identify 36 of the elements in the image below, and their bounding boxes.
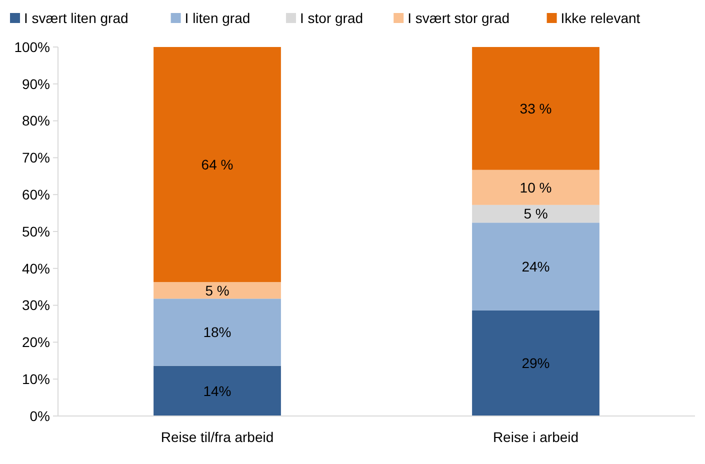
x-tick-label: Reise i arbeid [492, 429, 579, 445]
y-tick-label: 70% [22, 150, 50, 166]
y-tick-label: 90% [22, 76, 50, 92]
bar [472, 310, 600, 416]
legend-label: Ikke relevant [560, 10, 640, 26]
y-tick-label: 20% [22, 334, 50, 350]
data-label: 5 % [205, 282, 230, 298]
bar [154, 282, 281, 299]
bar [472, 204, 600, 223]
data-label: 5 % [524, 206, 548, 222]
y-tick-label: 0% [30, 408, 50, 424]
bar [154, 47, 281, 282]
legend-label: I stor grad [300, 10, 364, 26]
bar [472, 47, 600, 170]
y-tick-label: 80% [22, 112, 50, 129]
data-label: 64 % [201, 156, 234, 172]
data-label: 29% [522, 355, 550, 372]
bar [472, 222, 600, 310]
legend-label: I svært liten grad [24, 10, 128, 26]
y-tick-label: 40% [22, 260, 50, 276]
legend-label: I svært stor grad [408, 10, 510, 26]
data-label: 14% [203, 382, 232, 399]
y-tick-label: 30% [22, 297, 50, 314]
bar [472, 170, 600, 205]
bar [154, 366, 281, 416]
x-tick-label: Reise til/fra arbeid [160, 429, 274, 445]
data-label: 33 % [520, 100, 552, 116]
y-tick-label: 60% [22, 186, 50, 202]
bar [154, 298, 281, 366]
data-label: 24% [522, 258, 550, 274]
data-label: 10 % [520, 179, 552, 196]
legend-label: I liten grad [184, 10, 250, 26]
y-tick-label: 100% [14, 38, 50, 55]
y-tick-label: 10% [22, 371, 50, 387]
data-label: 18% [203, 324, 232, 340]
y-tick-label: 50% [22, 223, 50, 240]
